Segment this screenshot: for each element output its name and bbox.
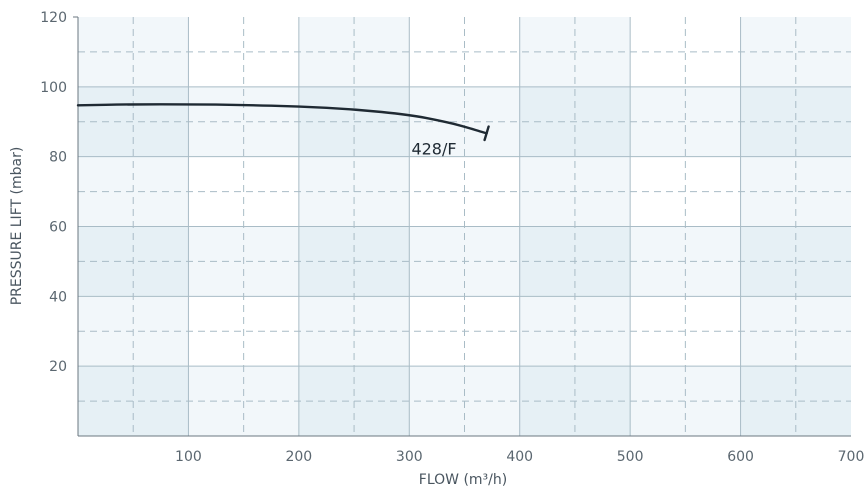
series-layer: 428/F	[76, 103, 490, 158]
y-axis-label: PRESSURE LIFT (mbar)	[9, 147, 25, 306]
y-tick-label: 60	[49, 220, 67, 236]
x-tick-label: 200	[285, 449, 312, 465]
x-tick-label: 300	[396, 449, 423, 465]
tick-labels: 100 200 300 400 500 600 700 20 40 60 80 100 120	[40, 10, 864, 465]
series-end-cap	[483, 125, 490, 142]
y-tick-label: 40	[49, 289, 67, 305]
x-tick-label: 100	[175, 449, 202, 465]
background-cell	[188, 86, 299, 157]
x-tick-label: 600	[727, 449, 754, 465]
background-cell	[740, 86, 851, 157]
x-tick-label: 500	[617, 449, 644, 465]
background-cell	[740, 17, 851, 87]
axes	[73, 16, 851, 437]
y-tick-label: 120	[40, 10, 67, 26]
x-tick-label: 400	[506, 449, 533, 465]
series-line	[76, 103, 488, 135]
grid-lines	[78, 17, 851, 436]
y-tick-label: 100	[40, 80, 67, 96]
y-tick-label: 80	[49, 150, 67, 166]
x-tick-label: 700	[838, 449, 865, 465]
x-axis-label: FLOW (m³/h)	[419, 472, 507, 488]
series-label: 428/F	[411, 139, 456, 158]
y-tick-label: 20	[49, 359, 67, 375]
